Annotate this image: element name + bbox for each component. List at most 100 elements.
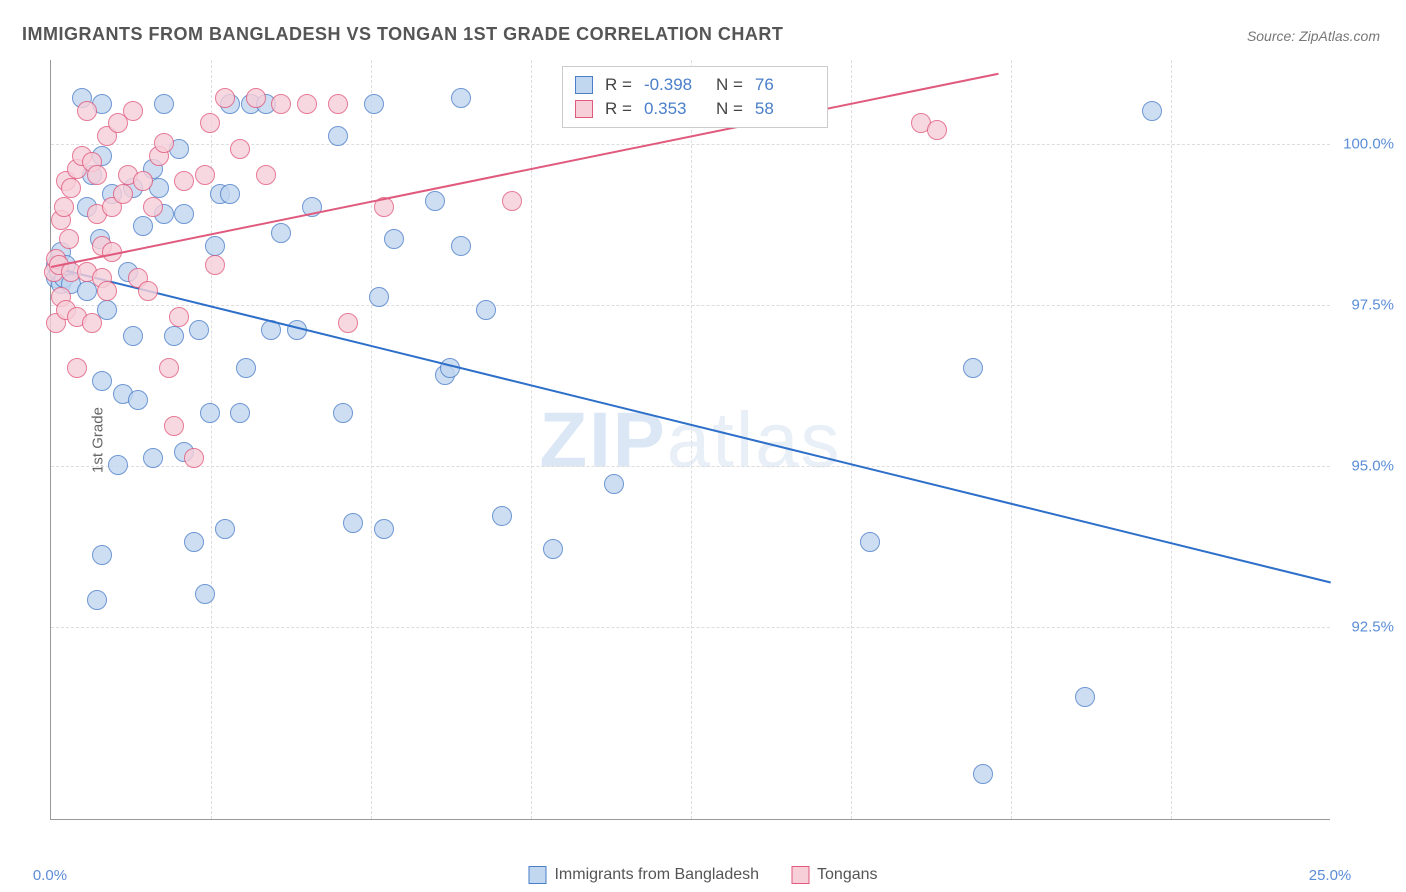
scatter-dot [87,165,107,185]
scatter-dot [384,229,404,249]
source-label: Source: ZipAtlas.com [1247,28,1380,44]
scatter-dot [123,326,143,346]
scatter-dot [205,255,225,275]
trend-line [51,73,999,268]
scatter-dot [963,358,983,378]
scatter-dot [230,403,250,423]
scatter-dot [492,506,512,526]
scatter-dot [164,326,184,346]
scatter-dot [164,416,184,436]
scatter-dot [169,307,189,327]
scatter-dot [138,281,158,301]
scatter-dot [236,358,256,378]
scatter-plot: ZIPatlas 1st Grade [50,60,1330,820]
gridline-v [371,60,372,819]
series1-r-value: -0.398 [644,75,704,95]
series2-swatch-icon [575,100,593,118]
gridline-v [851,60,852,819]
scatter-dot [54,197,74,217]
scatter-dot [1142,101,1162,121]
scatter-dot [195,165,215,185]
scatter-dot [108,455,128,475]
scatter-dot [860,532,880,552]
ytick-label: 97.5% [1351,296,1394,313]
scatter-dot [543,539,563,559]
scatter-dot [205,236,225,256]
series2-n-value: 58 [755,99,815,119]
scatter-dot [67,358,87,378]
scatter-dot [174,204,194,224]
ytick-label: 92.5% [1351,618,1394,635]
scatter-dot [133,216,153,236]
gridline-v [1011,60,1012,819]
scatter-dot [328,126,348,146]
scatter-dot [200,113,220,133]
scatter-dot [77,101,97,121]
ytick-label: 95.0% [1351,457,1394,474]
scatter-dot [128,390,148,410]
scatter-dot [297,94,317,114]
scatter-dot [364,94,384,114]
chart-title: IMMIGRANTS FROM BANGLADESH VS TONGAN 1ST… [22,24,783,45]
stats-row-2: R = 0.353 N = 58 [575,97,815,121]
scatter-dot [343,513,363,533]
series2-r-value: 0.353 [644,99,704,119]
gridline-v [531,60,532,819]
scatter-dot [184,448,204,468]
scatter-dot [451,88,471,108]
scatter-dot [82,313,102,333]
scatter-dot [92,545,112,565]
legend-swatch-2-icon [791,866,809,884]
scatter-dot [271,94,291,114]
scatter-dot [246,88,266,108]
scatter-dot [927,120,947,140]
scatter-dot [215,88,235,108]
scatter-dot [374,519,394,539]
stats-box: R = -0.398 N = 76 R = 0.353 N = 58 [562,66,828,128]
scatter-dot [87,590,107,610]
legend-label-1: Immigrants from Bangladesh [554,866,759,884]
legend-item-2: Tongans [791,866,878,884]
scatter-dot [184,532,204,552]
scatter-dot [143,448,163,468]
legend-label-2: Tongans [817,866,878,884]
scatter-dot [133,171,153,191]
stats-row-1: R = -0.398 N = 76 [575,73,815,97]
scatter-dot [369,287,389,307]
scatter-dot [92,371,112,391]
scatter-dot [97,281,117,301]
scatter-dot [476,300,496,320]
scatter-dot [333,403,353,423]
chart-container: IMMIGRANTS FROM BANGLADESH VS TONGAN 1ST… [0,0,1406,892]
scatter-dot [451,236,471,256]
scatter-dot [200,403,220,423]
scatter-dot [195,584,215,604]
scatter-dot [220,184,240,204]
scatter-dot [113,184,133,204]
scatter-dot [973,764,993,784]
scatter-dot [59,229,79,249]
xtick-label: 0.0% [33,867,67,884]
scatter-dot [215,519,235,539]
scatter-dot [338,313,358,333]
scatter-dot [159,358,179,378]
scatter-dot [61,178,81,198]
scatter-dot [230,139,250,159]
scatter-dot [604,474,624,494]
legend: Immigrants from Bangladesh Tongans [528,866,877,884]
legend-swatch-1-icon [528,866,546,884]
ytick-label: 100.0% [1343,135,1394,152]
scatter-dot [174,171,194,191]
gridline-v [691,60,692,819]
scatter-dot [143,197,163,217]
scatter-dot [502,191,522,211]
scatter-dot [154,94,174,114]
scatter-dot [189,320,209,340]
scatter-dot [154,133,174,153]
xtick-label: 25.0% [1309,867,1352,884]
series1-n-value: 76 [755,75,815,95]
scatter-dot [256,165,276,185]
scatter-dot [1075,687,1095,707]
scatter-dot [328,94,348,114]
scatter-dot [425,191,445,211]
